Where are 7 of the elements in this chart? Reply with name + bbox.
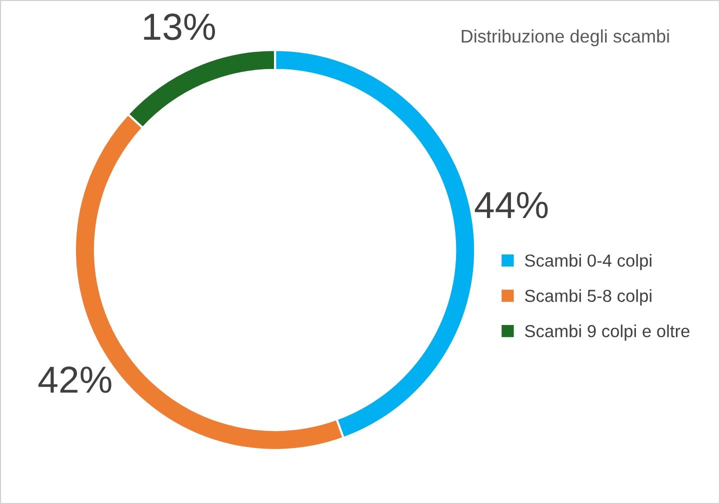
data-label: 42% [38,366,112,393]
data-label: 13% [144,14,215,40]
data-label: 44% [474,192,548,218]
legend-label: Scambi 0-4 colpi [524,254,652,270]
legend-label: Scambi 5-8 colpi [524,289,652,306]
text: Distribuzione degli scambi [462,29,669,46]
legend-label: Scambi 9 colpi e oltre [524,324,690,341]
